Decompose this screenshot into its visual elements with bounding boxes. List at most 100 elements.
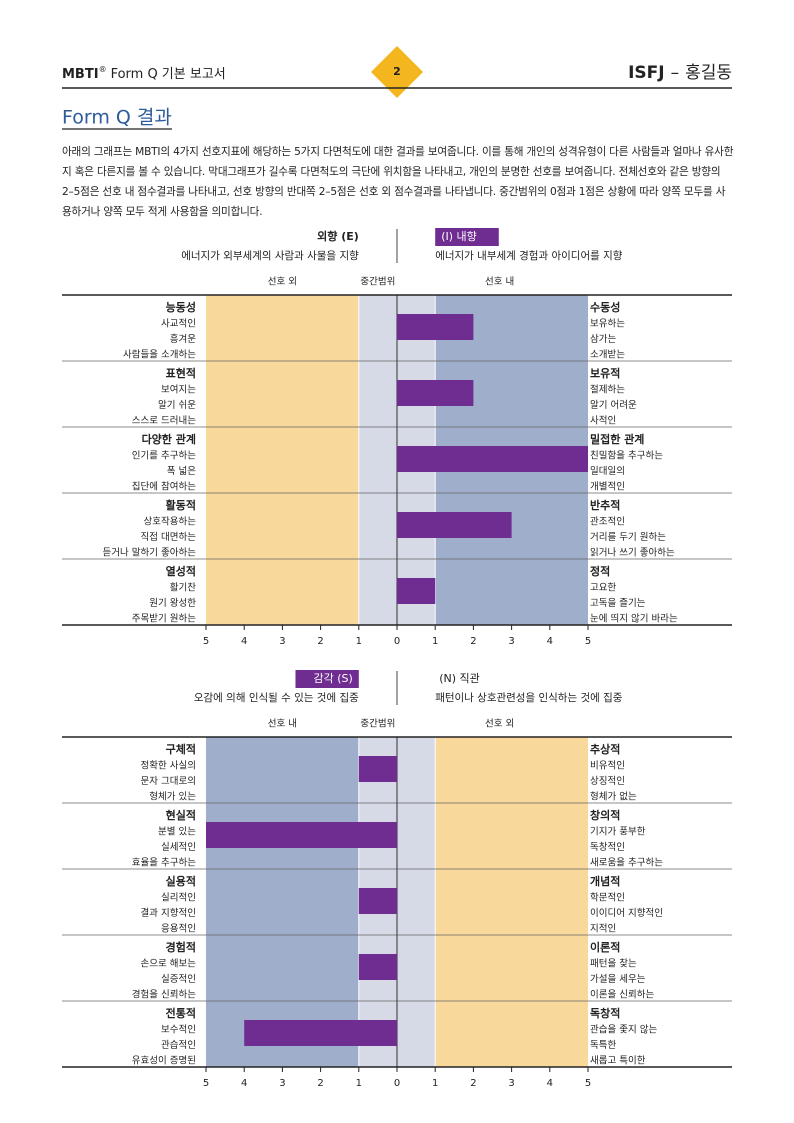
facet-left-trait: 인기를 추구하는 — [132, 450, 196, 462]
zone-right — [435, 737, 588, 1067]
facet-left-name: 능동성 — [166, 300, 196, 314]
tick-label: 2 — [317, 1078, 323, 1089]
facet-left-trait: 주목받기 원하는 — [132, 613, 196, 625]
facet-left-trait: 듣거나 말하기 좋아하는 — [103, 547, 197, 559]
zone-label: 선호 외 — [268, 276, 297, 288]
facet-right-name: 개념적 — [590, 874, 620, 888]
bar — [397, 314, 474, 340]
facet-right-trait: 새로움을 추구하는 — [590, 857, 663, 869]
tick-label: 5 — [585, 1078, 591, 1089]
tick-label: 0 — [394, 1078, 400, 1089]
facet-right-name: 이론적 — [590, 940, 620, 954]
facet-right-trait: 지적인 — [590, 923, 616, 935]
zone-label: 중간범위 — [360, 718, 395, 730]
facet-right-trait: 상징적인 — [590, 775, 625, 787]
tick-label: 1 — [432, 1078, 438, 1089]
facet-right-trait: 패턴을 찾는 — [590, 959, 637, 970]
tick-label: 2 — [470, 1078, 476, 1089]
right-pole-label: (N) 직관 — [439, 672, 480, 685]
facet-left-trait: 집단에 참여하는 — [132, 481, 196, 493]
facet-left-trait: 직접 대면하는 — [141, 531, 197, 543]
facet-right-trait: 학문적인 — [590, 892, 625, 904]
zone-left — [206, 737, 359, 1067]
bar — [358, 954, 397, 980]
tick-label: 5 — [203, 1078, 209, 1089]
facet-left-trait: 형체가 있는 — [149, 791, 196, 803]
facet-left-name: 현실적 — [166, 808, 196, 822]
facet-right-trait: 고독을 즐기는 — [590, 598, 646, 609]
tick-label: 4 — [547, 636, 553, 647]
facet-left-trait: 정확한 사실의 — [141, 760, 196, 772]
facet-right-trait: 사적인 — [590, 415, 616, 427]
facet-right-trait: 절제하는 — [590, 384, 625, 396]
facet-left-trait: 문자 그대로의 — [141, 776, 196, 787]
tick-label: 4 — [547, 1078, 553, 1089]
facet-right-trait: 관조적인 — [590, 516, 625, 528]
tick-label: 5 — [203, 636, 209, 647]
facet-left-trait: 실리적인 — [161, 892, 196, 904]
section-title: Form Q 결과 — [62, 107, 172, 129]
facet-left-trait: 실증적인 — [161, 973, 196, 985]
tick-label: 3 — [508, 636, 514, 647]
right-pole-label: (I) 내향 — [441, 230, 477, 243]
facet-left-name: 열성적 — [166, 564, 196, 578]
facet-right-trait: 새롭고 특이한 — [590, 1056, 646, 1067]
header-right: ISFJ – 홍길동 — [628, 63, 732, 83]
tick-label: 2 — [317, 636, 323, 647]
facet-left-trait: 폭 넓은 — [167, 466, 196, 477]
facet-right-name: 독창적 — [590, 1006, 620, 1020]
right-pole-description: 패턴이나 상호관련성을 인식하는 것에 집중 — [435, 691, 623, 704]
bar — [244, 1020, 397, 1046]
facet-left-trait: 효율을 추구하는 — [132, 857, 196, 869]
facet-right-name: 보유적 — [590, 366, 620, 380]
bar — [397, 446, 588, 472]
facet-right-trait: 이론을 신뢰하는 — [590, 989, 654, 1001]
zone-label: 선호 내 — [268, 719, 297, 730]
facet-left-trait: 유효성이 증명된 — [132, 1055, 196, 1067]
facet-left-trait: 관습적인 — [161, 1039, 196, 1051]
facet-right-trait: 친밀함을 추구하는 — [590, 450, 663, 462]
bar — [358, 756, 397, 782]
type-code: ISFJ — [628, 63, 665, 83]
facet-left-trait: 손으로 해보는 — [141, 958, 197, 970]
zone-label: 선호 외 — [485, 718, 514, 730]
facet-left-name: 표현적 — [166, 366, 196, 380]
facet-left-trait: 경험을 신뢰하는 — [132, 989, 196, 1001]
facet-right-trait: 보유하는 — [590, 318, 625, 330]
facet-right-trait: 관습을 좇지 않는 — [590, 1025, 657, 1036]
tick-label: 1 — [432, 636, 438, 647]
facet-left-name: 실용적 — [166, 874, 196, 888]
facet-left-trait: 상호작용하는 — [144, 516, 197, 528]
facet-right-trait: 독특한 — [590, 1040, 616, 1051]
facet-left-trait: 결과 지향적인 — [141, 907, 196, 919]
facet-left-trait: 스스로 드러내는 — [132, 416, 196, 427]
facet-left-trait: 사람들을 소개하는 — [123, 349, 196, 361]
facet-right-name: 밀접한 관계 — [590, 432, 644, 446]
facet-left-name: 다양한 관계 — [142, 432, 196, 446]
facet-left-trait: 분별 있는 — [158, 826, 196, 838]
left-pole-description: 오감에 의해 인식될 수 있는 것에 집중 — [194, 691, 359, 704]
pole-highlight — [295, 670, 359, 688]
header-left: MBTI® Form Q 기본 보고서 — [62, 65, 226, 82]
facet-left-trait: 보수적인 — [161, 1024, 196, 1036]
facet-right-trait: 눈에 띄지 않기 바라는 — [590, 614, 678, 625]
facet-left-name: 구체적 — [166, 742, 196, 756]
bar — [397, 512, 512, 538]
right-pole-description: 에너지가 내부세계 경험과 아이디어를 지향 — [435, 249, 623, 262]
dash: – — [671, 63, 680, 83]
tick-label: 2 — [470, 636, 476, 647]
bar — [397, 380, 474, 406]
facet-right-trait: 삼가는 — [590, 334, 616, 345]
tick-label: 3 — [279, 636, 285, 647]
tick-label: 5 — [585, 636, 591, 647]
person-name: 홍길동 — [685, 63, 732, 83]
facet-left-trait: 응용적인 — [161, 923, 196, 935]
facet-left-trait: 활기찬 — [170, 582, 196, 594]
registered-mark: ® — [99, 65, 107, 74]
facet-left-name: 활동적 — [166, 498, 196, 512]
tick-label: 4 — [241, 636, 247, 647]
page-number: 2 — [393, 65, 401, 78]
bar — [358, 888, 397, 914]
